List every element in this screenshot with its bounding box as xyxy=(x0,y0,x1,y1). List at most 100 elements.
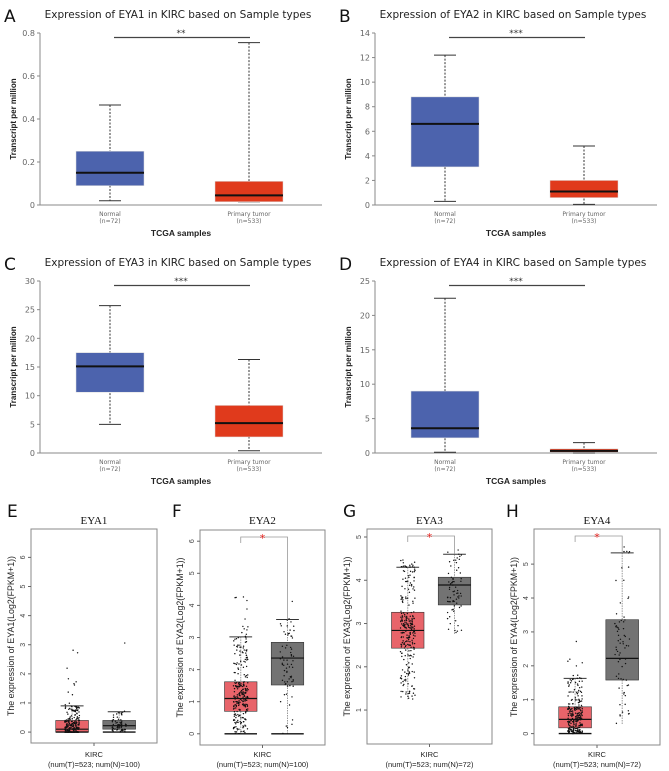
data-point xyxy=(413,611,415,613)
data-point xyxy=(238,644,240,646)
data-point xyxy=(246,657,248,659)
data-point xyxy=(117,718,120,720)
data-point xyxy=(64,731,66,733)
data-point xyxy=(290,648,293,650)
data-point xyxy=(569,679,571,681)
data-point xyxy=(67,678,70,680)
data-point xyxy=(73,716,75,719)
data-point xyxy=(402,599,404,601)
data-point xyxy=(411,566,414,568)
data-point xyxy=(449,622,451,625)
data-point xyxy=(235,716,237,719)
data-point xyxy=(412,692,415,694)
data-point xyxy=(245,696,247,698)
data-point xyxy=(65,731,68,733)
data-point xyxy=(413,671,415,673)
data-point xyxy=(237,667,239,669)
data-point xyxy=(627,597,629,600)
data-point xyxy=(404,588,406,590)
data-point xyxy=(576,674,579,676)
data-point xyxy=(453,605,456,607)
data-point xyxy=(279,700,282,703)
data-point xyxy=(405,615,408,618)
data-point xyxy=(409,564,411,567)
data-point xyxy=(235,723,237,725)
panel-E: E EYA1 0 1 2 3 4 5 6 The expression of EYA1(Log2(… xyxy=(6,502,158,769)
data-point xyxy=(236,688,239,690)
data-point xyxy=(627,645,630,647)
y-tick-label: 0.4 xyxy=(22,115,35,124)
data-point xyxy=(244,718,246,720)
data-point xyxy=(627,566,630,568)
data-point xyxy=(580,691,583,694)
data-point xyxy=(246,705,249,707)
data-point xyxy=(409,627,411,629)
data-point xyxy=(242,703,244,705)
plot-frame xyxy=(199,529,326,746)
box-normal xyxy=(410,390,480,439)
data-point xyxy=(239,695,241,697)
y-tick-label: 20 xyxy=(360,311,370,320)
data-point xyxy=(412,698,414,700)
data-point xyxy=(619,642,621,644)
data-point xyxy=(236,645,238,648)
significance-star: * xyxy=(594,531,600,544)
data-point xyxy=(409,574,411,576)
y-tick-label: 6 xyxy=(365,127,370,136)
data-point xyxy=(124,730,126,733)
data-point xyxy=(234,663,236,665)
data-point xyxy=(234,721,236,724)
data-point xyxy=(233,696,235,698)
data-point xyxy=(284,647,287,649)
data-point xyxy=(457,567,460,569)
data-point xyxy=(616,650,619,653)
data-point xyxy=(411,619,414,621)
data-point xyxy=(282,732,284,735)
data-point xyxy=(243,681,245,683)
panel-letter: C xyxy=(4,255,16,275)
data-point xyxy=(570,710,572,713)
data-point xyxy=(571,721,574,723)
data-point xyxy=(400,595,402,597)
data-point xyxy=(240,683,242,685)
data-point xyxy=(74,714,76,716)
data-point xyxy=(578,680,581,683)
data-point xyxy=(578,726,581,729)
data-point xyxy=(286,619,288,621)
data-point xyxy=(280,625,282,627)
y-tick-label: 3 xyxy=(20,643,27,647)
data-point xyxy=(234,730,236,733)
data-point xyxy=(573,722,575,724)
data-point xyxy=(121,729,123,731)
data-point xyxy=(242,712,245,715)
data-point xyxy=(459,572,462,574)
data-point xyxy=(116,729,118,731)
data-point xyxy=(620,619,622,622)
data-point xyxy=(623,579,625,581)
data-point xyxy=(571,707,573,710)
data-point xyxy=(72,728,74,730)
data-point xyxy=(408,655,410,657)
data-point xyxy=(77,724,79,726)
data-point xyxy=(447,551,449,553)
data-point xyxy=(237,673,239,675)
data-point xyxy=(627,596,630,598)
data-point xyxy=(401,669,404,671)
data-point xyxy=(402,631,405,634)
data-point xyxy=(233,690,236,693)
y-axis-label: Transcript per million xyxy=(9,78,18,159)
data-point xyxy=(450,576,453,579)
data-point xyxy=(73,684,76,686)
data-point xyxy=(409,644,411,646)
data-point xyxy=(243,700,245,702)
data-point xyxy=(567,708,569,710)
data-point xyxy=(581,730,583,732)
y-axis-label: Transcript per million xyxy=(344,78,353,159)
data-point xyxy=(124,642,126,644)
data-point xyxy=(408,591,411,594)
data-point xyxy=(619,602,622,604)
data-point xyxy=(408,666,411,669)
data-point xyxy=(233,719,236,721)
data-point xyxy=(286,681,289,683)
data-point xyxy=(68,730,71,732)
